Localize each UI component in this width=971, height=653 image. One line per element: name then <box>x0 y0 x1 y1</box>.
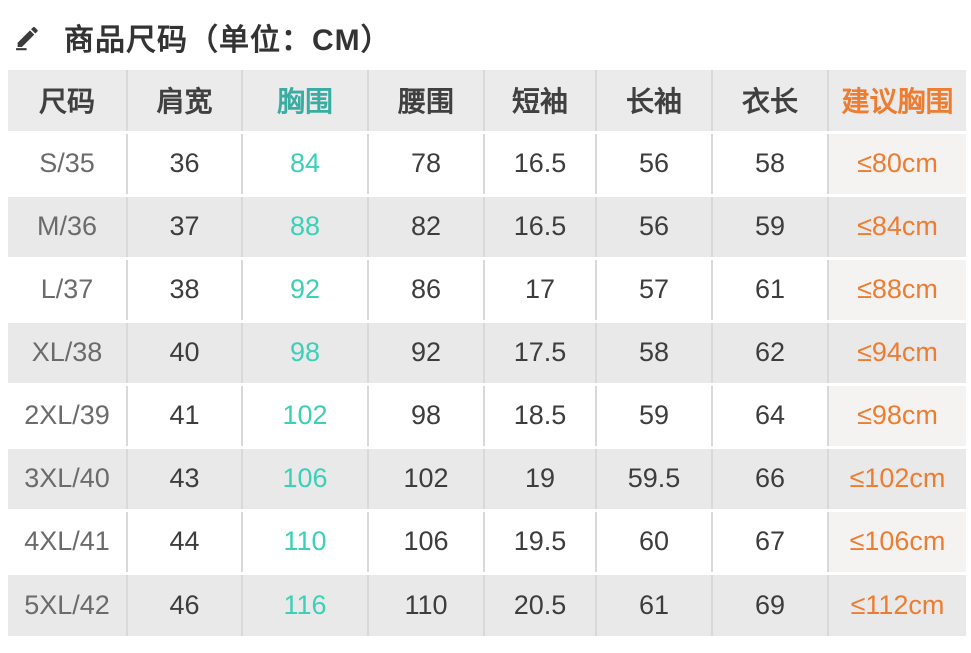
cell-waist: 82 <box>368 195 485 258</box>
cell-length: 61 <box>712 258 829 321</box>
cell-suggest_bust: ≤112cm <box>850 589 945 620</box>
cell-size: 3XL/40 <box>8 447 128 510</box>
cell-shoulder: 40 <box>127 321 243 384</box>
table-row: 2XL/39 41 102 98 18.5 59 64 ≤98cm <box>8 384 966 447</box>
table-row: XL/38 40 98 92 17.5 58 62 ≤94cm <box>8 321 966 384</box>
cell-waist: 98 <box>368 384 485 447</box>
cell-size: 4XL/41 <box>8 510 128 573</box>
cell-bust: 106 <box>242 447 369 510</box>
cell-shoulder: 37 <box>127 195 243 258</box>
table-row: M/36 37 88 82 16.5 56 59 ≤84cm <box>8 195 966 258</box>
table-row: L/37 38 92 86 17 57 61 ≤88cm <box>8 258 966 321</box>
cell-waist: 86 <box>368 258 485 321</box>
cell-shoulder: 36 <box>127 132 243 195</box>
cell-suggest_bust: ≤98cm <box>828 384 966 447</box>
cell-bust: 84 <box>242 132 369 195</box>
cell-suggest_bust: ≤94cm <box>857 337 938 367</box>
cell-length: 58 <box>712 132 829 195</box>
cell-shoulder: 41 <box>127 384 243 447</box>
cell-waist: 92 <box>368 321 485 384</box>
table-body: S/35 36 84 78 16.5 56 58 ≤80cm M/36 37 88 82 16.5 56 5… <box>8 132 966 636</box>
cell-short_sleeve: 16.5 <box>484 195 597 258</box>
cell-bust: 88 <box>242 195 369 258</box>
cell-bust: 102 <box>242 384 369 447</box>
column-header-suggest_bust: 建议胸围 <box>841 86 954 118</box>
table-row: 5XL/42 46 116 110 20.5 61 69 ≤112cm <box>8 573 966 636</box>
cell-long_sleeve: 58 <box>596 321 713 384</box>
page-title: 商品尺码（单位：CM） <box>64 24 392 57</box>
cell-short_sleeve: 19 <box>484 447 597 510</box>
cell-bust: 110 <box>242 510 369 573</box>
cell-short_sleeve: 19.5 <box>484 510 597 573</box>
column-header-waist: 腰围 <box>368 70 485 132</box>
cell-suggest_bust: ≤106cm <box>828 510 966 573</box>
cell-bust: 116 <box>242 573 369 636</box>
size-chart-table: 尺码 肩宽 胸围 腰围 短袖 长袖 衣长 建议胸围 S/35 36 84 78 16.5 56 58 ≤80… <box>8 70 966 636</box>
cell-shoulder: 44 <box>127 510 243 573</box>
table-row: 4XL/41 44 110 106 19.5 60 67 ≤106cm <box>8 510 966 573</box>
cell-waist: 110 <box>368 573 485 636</box>
cell-waist: 106 <box>368 510 485 573</box>
cell-suggest_bust: ≤84cm <box>857 211 938 241</box>
cell-length: 67 <box>712 510 829 573</box>
header-row: 尺码 肩宽 胸围 腰围 短袖 长袖 衣长 建议胸围 <box>8 70 966 132</box>
pencil-edit-icon <box>12 22 42 52</box>
table-header: 尺码 肩宽 胸围 腰围 短袖 长袖 衣长 建议胸围 <box>8 70 966 132</box>
cell-short_sleeve: 17 <box>484 258 597 321</box>
cell-suggest_bust: ≤102cm <box>849 463 946 493</box>
cell-long_sleeve: 56 <box>596 132 713 195</box>
column-header-size: 尺码 <box>8 70 128 132</box>
cell-length: 62 <box>712 321 829 384</box>
page-title-bar: 商品尺码（单位：CM） <box>0 0 971 70</box>
cell-length: 66 <box>712 447 829 510</box>
column-header-short_sleeve: 短袖 <box>484 70 597 132</box>
column-header-length: 衣长 <box>712 70 829 132</box>
cell-long_sleeve: 60 <box>596 510 713 573</box>
cell-long_sleeve: 61 <box>596 573 713 636</box>
cell-bust: 98 <box>242 321 369 384</box>
table-row: S/35 36 84 78 16.5 56 58 ≤80cm <box>8 132 966 195</box>
cell-length: 59 <box>712 195 829 258</box>
table-row: 3XL/40 43 106 102 19 59.5 66 ≤102cm <box>8 447 966 510</box>
cell-long_sleeve: 59 <box>596 384 713 447</box>
cell-waist: 78 <box>368 132 485 195</box>
cell-size: M/36 <box>8 195 128 258</box>
cell-short_sleeve: 18.5 <box>484 384 597 447</box>
cell-suggest_bust: ≤88cm <box>828 258 966 321</box>
cell-long_sleeve: 56 <box>596 195 713 258</box>
cell-shoulder: 38 <box>127 258 243 321</box>
cell-size: L/37 <box>8 258 128 321</box>
cell-bust: 92 <box>242 258 369 321</box>
cell-long_sleeve: 59.5 <box>596 447 713 510</box>
cell-short_sleeve: 16.5 <box>484 132 597 195</box>
column-header-bust: 胸围 <box>242 70 369 132</box>
cell-length: 64 <box>712 384 829 447</box>
cell-size: 2XL/39 <box>8 384 128 447</box>
column-header-shoulder: 肩宽 <box>127 70 243 132</box>
cell-size: XL/38 <box>8 321 128 384</box>
cell-waist: 102 <box>368 447 485 510</box>
cell-shoulder: 43 <box>127 447 243 510</box>
cell-short_sleeve: 20.5 <box>484 573 597 636</box>
cell-long_sleeve: 57 <box>596 258 713 321</box>
cell-suggest_bust: ≤80cm <box>828 132 966 195</box>
cell-short_sleeve: 17.5 <box>484 321 597 384</box>
column-header-long_sleeve: 长袖 <box>596 70 713 132</box>
cell-length: 69 <box>712 573 829 636</box>
cell-size: 5XL/42 <box>8 573 128 636</box>
cell-shoulder: 46 <box>127 573 243 636</box>
cell-size: S/35 <box>8 132 128 195</box>
